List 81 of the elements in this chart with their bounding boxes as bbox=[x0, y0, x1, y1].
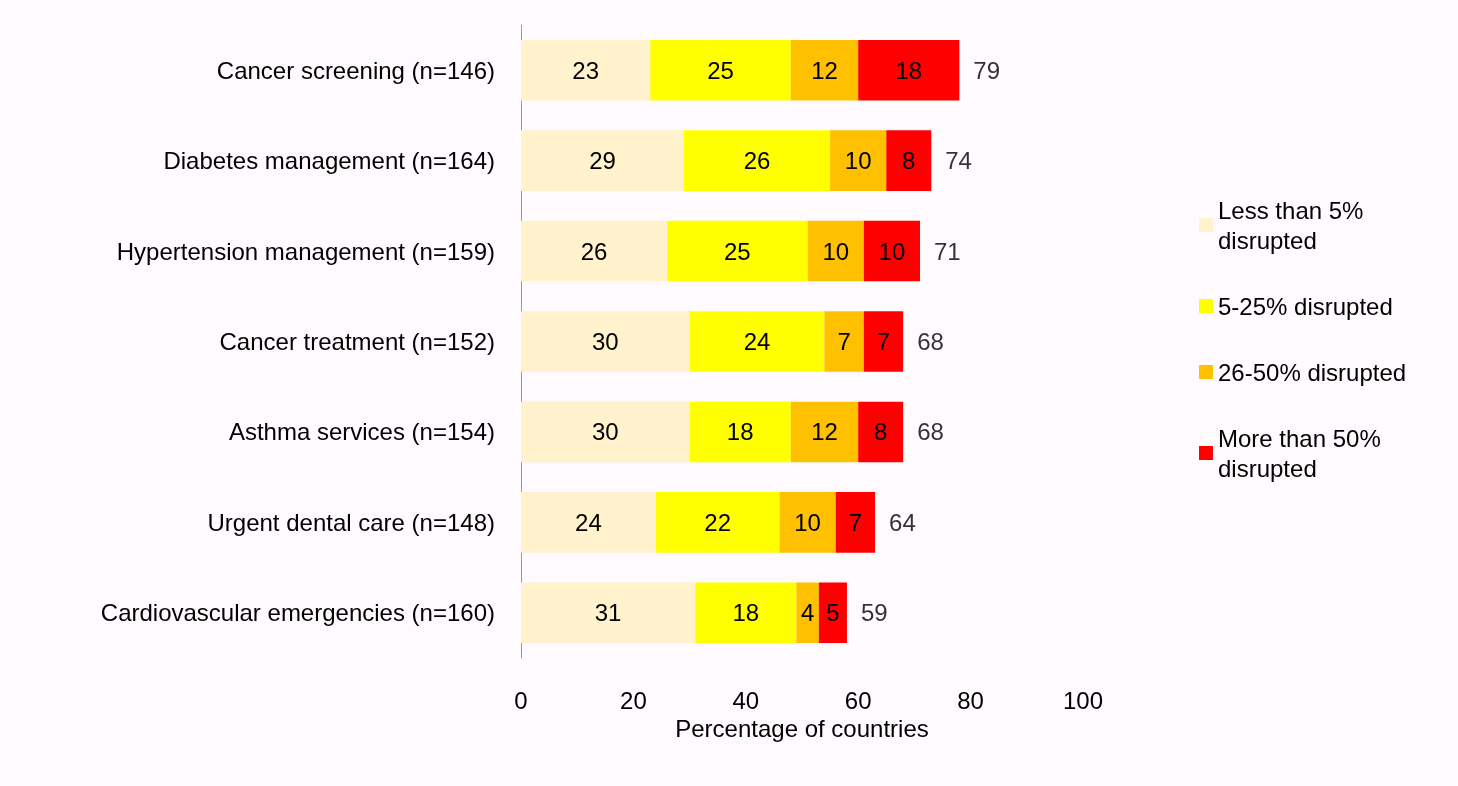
y-tick-label: Asthma services (n=154) bbox=[228, 418, 495, 446]
bar bbox=[779, 492, 836, 553]
data-label: 8 bbox=[902, 147, 916, 175]
data-label: 26 bbox=[743, 147, 771, 175]
bar bbox=[863, 311, 904, 372]
data-label: 25 bbox=[724, 237, 751, 265]
y-tick-label: Cardiovascular emergencies (n=160) bbox=[100, 599, 495, 627]
bar bbox=[667, 220, 808, 282]
bar bbox=[689, 311, 825, 372]
data-label: 12 bbox=[811, 56, 838, 84]
data-label: 29 bbox=[589, 147, 616, 175]
data-label: 31 bbox=[594, 599, 622, 627]
bar bbox=[521, 311, 690, 372]
data-label: 25 bbox=[707, 56, 734, 84]
bar bbox=[830, 130, 887, 191]
bar bbox=[835, 492, 876, 553]
data-label: 22 bbox=[704, 508, 732, 536]
data-label: 7 bbox=[876, 328, 891, 355]
total-label: 68 bbox=[917, 418, 944, 446]
data-label: 26 bbox=[580, 237, 608, 265]
data-label: 7 bbox=[848, 508, 863, 536]
legend-label: More than 50% disrupted bbox=[1218, 424, 1388, 482]
bar bbox=[521, 130, 684, 191]
y-tick-label: Diabetes management (n=164) bbox=[163, 147, 495, 175]
x-tick-label: 20 bbox=[620, 686, 647, 714]
bar bbox=[807, 220, 864, 282]
data-label: 12 bbox=[811, 418, 838, 446]
data-label: 18 bbox=[732, 599, 760, 627]
bar bbox=[824, 311, 864, 372]
data-label: 18 bbox=[895, 56, 923, 84]
total-label: 71 bbox=[934, 237, 961, 265]
x-tick-label: 0 bbox=[514, 686, 528, 714]
bar bbox=[796, 582, 819, 644]
bar bbox=[650, 39, 791, 101]
bar bbox=[521, 401, 690, 463]
bar bbox=[521, 220, 668, 282]
data-label: 24 bbox=[575, 508, 602, 536]
bar bbox=[858, 401, 904, 463]
y-tick-label: Hypertension management (n=159) bbox=[116, 237, 495, 265]
bar bbox=[521, 492, 656, 553]
legend-label: 5-25% disrupted bbox=[1218, 292, 1393, 320]
bar bbox=[521, 39, 651, 101]
bar bbox=[790, 401, 859, 463]
total-label: 64 bbox=[889, 508, 916, 536]
data-label: 30 bbox=[591, 418, 619, 446]
data-label: 7 bbox=[837, 328, 851, 355]
x-tick-label: 80 bbox=[957, 686, 984, 714]
x-tick-label: 40 bbox=[732, 686, 760, 714]
data-label: 10 bbox=[844, 147, 872, 175]
bar bbox=[790, 39, 859, 101]
bar bbox=[695, 582, 797, 644]
data-label: 18 bbox=[726, 418, 754, 446]
data-label: 5 bbox=[826, 599, 840, 627]
data-label: 23 bbox=[572, 56, 599, 84]
bar bbox=[655, 492, 780, 553]
bar bbox=[863, 220, 921, 282]
data-label: 10 bbox=[794, 508, 821, 536]
y-tick-label: Urgent dental care (n=148) bbox=[207, 508, 495, 536]
x-tick-label: 60 bbox=[844, 686, 872, 714]
x-axis-title: Percentage of countries bbox=[675, 715, 929, 743]
data-label: 8 bbox=[874, 418, 888, 446]
bar bbox=[886, 130, 932, 191]
data-label: 10 bbox=[878, 237, 906, 265]
total-label: 79 bbox=[973, 56, 1001, 84]
total-label: 68 bbox=[917, 328, 944, 355]
bar bbox=[521, 582, 696, 644]
y-tick-label: Cancer treatment (n=152) bbox=[219, 328, 495, 355]
legend-label: Less than 5% disrupted bbox=[1218, 196, 1371, 254]
bar bbox=[818, 582, 847, 644]
data-label: 24 bbox=[743, 328, 771, 355]
x-tick-label: 100 bbox=[1062, 686, 1104, 714]
bar bbox=[683, 130, 831, 191]
bar bbox=[689, 401, 791, 463]
bar bbox=[858, 39, 960, 101]
y-tick-label: Cancer screening (n=146) bbox=[216, 56, 495, 84]
data-label: 30 bbox=[591, 328, 619, 355]
total-label: 59 bbox=[860, 599, 888, 627]
total-label: 74 bbox=[945, 147, 972, 175]
legend-label: 26-50% disrupted bbox=[1218, 358, 1407, 386]
data-label: 10 bbox=[822, 237, 850, 265]
data-label: 4 bbox=[800, 599, 815, 627]
